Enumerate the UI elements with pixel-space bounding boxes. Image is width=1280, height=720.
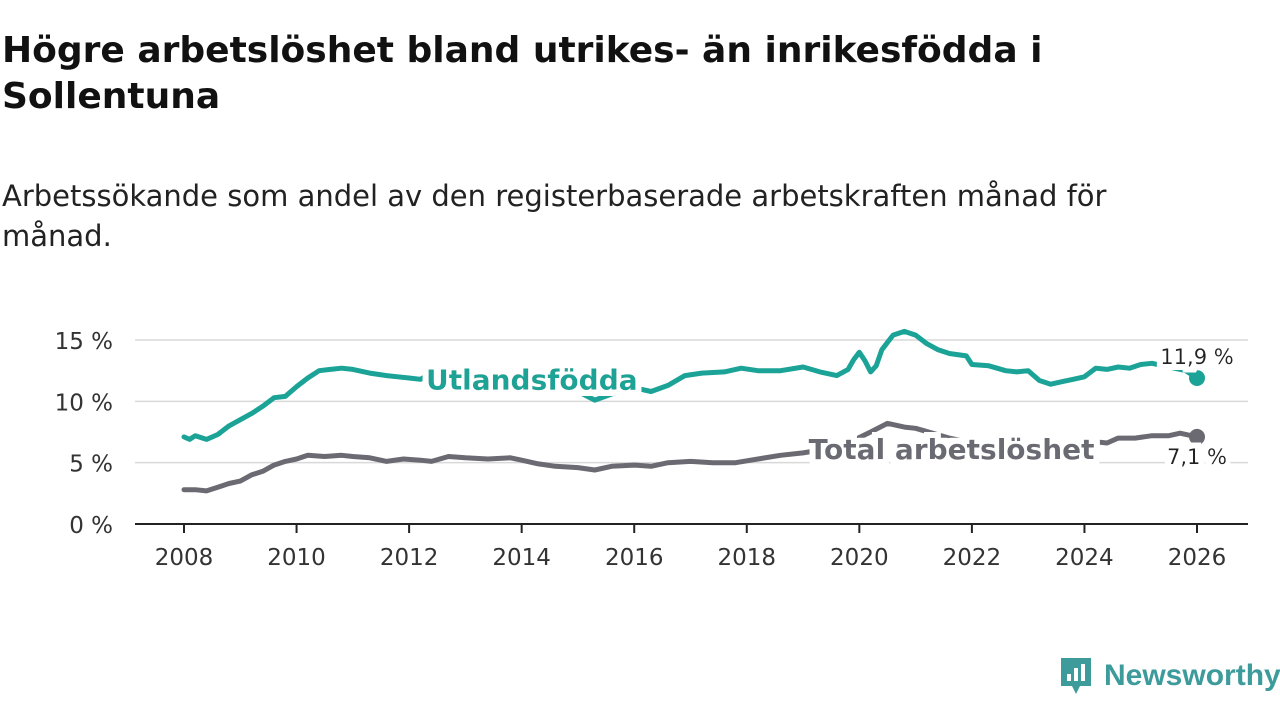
- end-point-total: [1189, 428, 1205, 445]
- end-value-label-utlandsfodda: 11,9 %: [1160, 345, 1233, 369]
- chart-subtitle: Arbetssökande som andel av den registerb…: [2, 179, 1107, 253]
- x-tick-label: 2008: [155, 545, 214, 571]
- brand-logo: Newsworthy: [1058, 654, 1280, 698]
- x-axis: 2008 2010 2012 2014 2016 2018 2020 2022 2024 2026: [135, 523, 1248, 571]
- chart-title: Högre arbetslöshet bland utrikes- än inr…: [2, 30, 1043, 117]
- brand-name: Newsworthy: [1104, 659, 1280, 692]
- x-tick-label: 2010: [267, 545, 326, 571]
- x-tick-label: 2026: [1168, 545, 1227, 571]
- y-tick-label: 15 %: [55, 329, 113, 355]
- series-line-utlandsfodda: [181, 328, 1200, 442]
- series-label-utlandsfodda: Utlandsfödda: [426, 363, 638, 396]
- x-tick-label: 2014: [492, 545, 551, 571]
- x-tick-label: 2022: [943, 545, 1002, 571]
- line-chart: 0 %5 %10 %15 % 2008 2010 2012 2014 2016 2018 2…: [55, 328, 1248, 571]
- series-line-total: [181, 420, 1200, 494]
- end-value-label-total: 7,1 %: [1167, 445, 1227, 469]
- series-lines: [181, 328, 1205, 494]
- x-tick-label: 2012: [380, 545, 439, 571]
- series-label-total: Total arbetslöshet: [809, 433, 1095, 466]
- series-labels: 11,9 % Utlandsfödda 7,1 % Total arbetslöshe…: [426, 345, 1234, 469]
- x-tick-label: 2016: [605, 545, 664, 571]
- y-tick-label: 10 %: [55, 390, 113, 416]
- y-tick-label: 0 %: [69, 513, 113, 539]
- y-axis: 0 % 5 % 10 % 15 %: [55, 329, 113, 539]
- y-tick-label: 5 %: [69, 452, 113, 478]
- x-tick-label: 2020: [830, 545, 889, 571]
- x-tick-label: 2024: [1055, 545, 1114, 571]
- end-point-utlandsfodda: [1189, 370, 1205, 387]
- newsworthy-logo-icon: [1061, 658, 1091, 694]
- x-tick-label: 2018: [718, 545, 777, 571]
